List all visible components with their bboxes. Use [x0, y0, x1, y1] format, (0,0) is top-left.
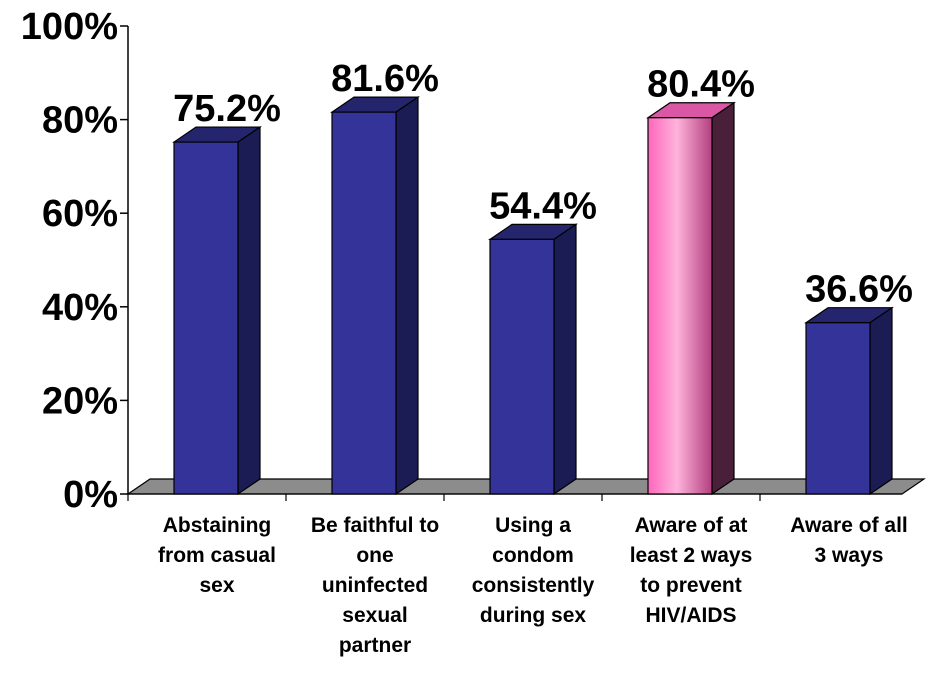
category-label-line: Aware of all: [790, 514, 908, 537]
x-axis-categories: Abstaining from casual sex Be faithful to on…: [158, 514, 908, 657]
bars: [172, 95, 894, 496]
category-label-line: consistently: [472, 574, 595, 597]
category-label-line: sex: [199, 574, 234, 597]
category-label: Aware of at least 2 ways to prevent HIV/AID…: [630, 514, 753, 627]
category-label-line: one: [356, 544, 393, 567]
data-labels: 75.2% 81.6% 54.4% 80.4% 36.6%: [173, 58, 913, 311]
y-tick-label: 20%: [42, 380, 118, 422]
category-label-line: Be faithful to: [311, 514, 439, 537]
category-label-line: sexual: [342, 604, 407, 627]
category-label-line: from casual: [158, 544, 276, 567]
bar: [330, 95, 420, 496]
bar-side: [869, 306, 893, 496]
y-tick-label: 0%: [63, 474, 118, 516]
category-label-line: HIV/AIDS: [645, 604, 736, 627]
data-label: 75.2%: [173, 88, 281, 130]
category-label-line: partner: [339, 634, 411, 657]
bar-side: [711, 101, 735, 496]
bar-front: [489, 238, 555, 495]
category-label-line: Abstaining: [163, 514, 272, 537]
category-label: Abstaining from casual sex: [158, 514, 276, 597]
y-axis: 0% 20% 40% 60% 80% 100%: [21, 6, 902, 516]
data-label: 81.6%: [331, 58, 439, 100]
bar-front: [331, 111, 397, 495]
bar: [172, 125, 262, 496]
category-label-line: uninfected: [322, 574, 428, 597]
category-label: Aware of all 3 ways: [790, 514, 908, 567]
category-label: Be faithful to one uninfected sexual partner: [311, 514, 439, 657]
category-label-line: Aware of at: [635, 514, 748, 537]
category-label-line: least 2 ways: [630, 544, 753, 567]
bar-side: [237, 125, 261, 496]
category-label-line: condom: [492, 544, 574, 567]
y-tick-label: 80%: [42, 100, 118, 142]
data-label: 36.6%: [805, 269, 913, 311]
y-tick-label: 60%: [42, 193, 118, 235]
data-label: 80.4%: [647, 64, 755, 106]
y-tick-label: 100%: [21, 6, 118, 48]
category-label: Using a condom consistently during sex: [472, 514, 595, 627]
bar: [488, 223, 578, 496]
category-label-line: Using a: [495, 514, 571, 537]
bar-front: [647, 117, 713, 495]
y-tick-label: 40%: [42, 287, 118, 329]
bar: [804, 306, 894, 496]
category-label-line: to prevent: [640, 574, 742, 597]
category-label-line: 3 ways: [815, 544, 884, 567]
bar-side: [395, 95, 419, 496]
bar: [646, 101, 736, 496]
bar-side: [553, 223, 577, 496]
bar-front: [173, 141, 239, 495]
data-label: 54.4%: [489, 185, 597, 227]
bar-front: [805, 322, 871, 495]
category-label-line: during sex: [480, 604, 587, 627]
